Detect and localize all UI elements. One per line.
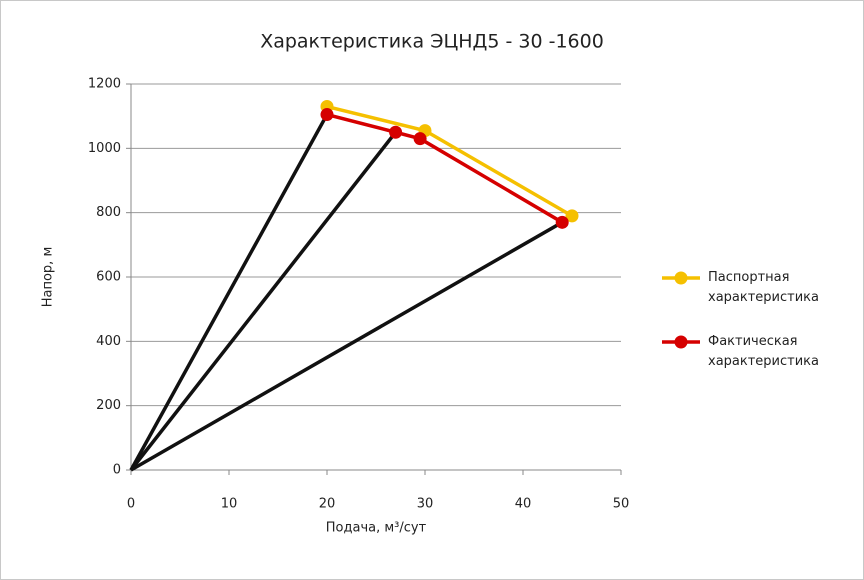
legend-swatch — [662, 271, 700, 285]
x-tick-label: 10 — [221, 497, 238, 512]
y-tick-label: 400 — [96, 334, 121, 349]
point — [565, 209, 579, 223]
legend-marker — [674, 335, 688, 349]
x-tick-label: 0 — [127, 497, 135, 512]
chart-title: Характеристика ЭЦНД5 - 30 -1600 — [260, 31, 604, 53]
legend: Паспортная характеристика Фактическая хар… — [660, 268, 850, 396]
point — [320, 108, 334, 122]
legend-item: Паспортная характеристика — [660, 268, 850, 308]
legend-label: Фактическая характеристика — [708, 334, 819, 369]
point — [555, 215, 569, 229]
series-line — [326, 112, 564, 224]
y-tick-label: 1200 — [88, 77, 121, 92]
point — [413, 132, 427, 146]
y-tick-label: 200 — [96, 398, 121, 413]
legend-swatch — [662, 335, 700, 349]
x-tick-label: 30 — [417, 497, 434, 512]
legend-marker — [674, 271, 688, 285]
y-tick-label: 800 — [96, 205, 121, 220]
x-axis-label: Подача, м³/сут — [326, 521, 427, 536]
legend-label: Паспортная характеристика — [708, 270, 819, 305]
x-tick-label: 40 — [515, 497, 532, 512]
series-line — [130, 220, 564, 472]
x-tick-label: 20 — [319, 497, 336, 512]
y-tick-label: 1000 — [88, 141, 121, 156]
y-tick-label: 0 — [113, 463, 121, 478]
series-line — [129, 131, 397, 472]
point — [389, 125, 403, 139]
legend-item: Фактическая характеристика — [660, 332, 850, 372]
y-axis-label: Напор, м — [41, 247, 56, 308]
series-line — [129, 113, 329, 471]
y-tick-label: 600 — [96, 270, 121, 285]
x-tick-label: 50 — [613, 497, 630, 512]
